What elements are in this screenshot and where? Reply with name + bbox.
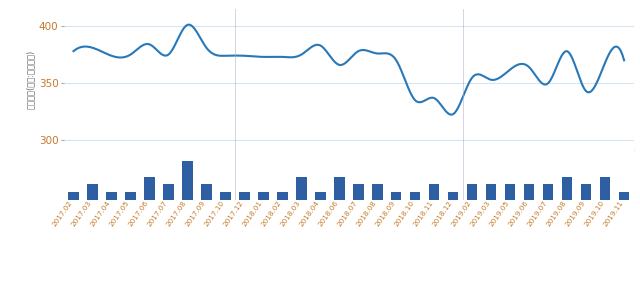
Bar (182, 161, 193, 200)
Bar (163, 184, 173, 200)
Bar (372, 184, 383, 200)
Bar (296, 177, 307, 200)
Bar (448, 192, 458, 200)
Bar (68, 192, 79, 200)
Bar (353, 184, 364, 200)
Bar (277, 192, 287, 200)
Bar (106, 192, 116, 200)
Bar (410, 192, 420, 200)
Bar (125, 192, 136, 200)
Bar (486, 184, 497, 200)
Bar (562, 177, 572, 200)
Bar (429, 184, 440, 200)
Y-axis label: 거래금액(단위:일백만원): 거래금액(단위:일백만원) (26, 50, 35, 109)
Bar (144, 177, 155, 200)
Bar (467, 184, 477, 200)
Bar (87, 184, 98, 200)
Bar (524, 184, 534, 200)
Bar (543, 184, 554, 200)
Bar (258, 192, 269, 200)
Bar (505, 184, 515, 200)
Bar (220, 192, 230, 200)
Bar (239, 192, 250, 200)
Bar (201, 184, 212, 200)
Bar (600, 177, 611, 200)
Bar (619, 192, 629, 200)
Bar (315, 192, 326, 200)
Bar (391, 192, 401, 200)
Bar (334, 177, 344, 200)
Bar (581, 184, 591, 200)
